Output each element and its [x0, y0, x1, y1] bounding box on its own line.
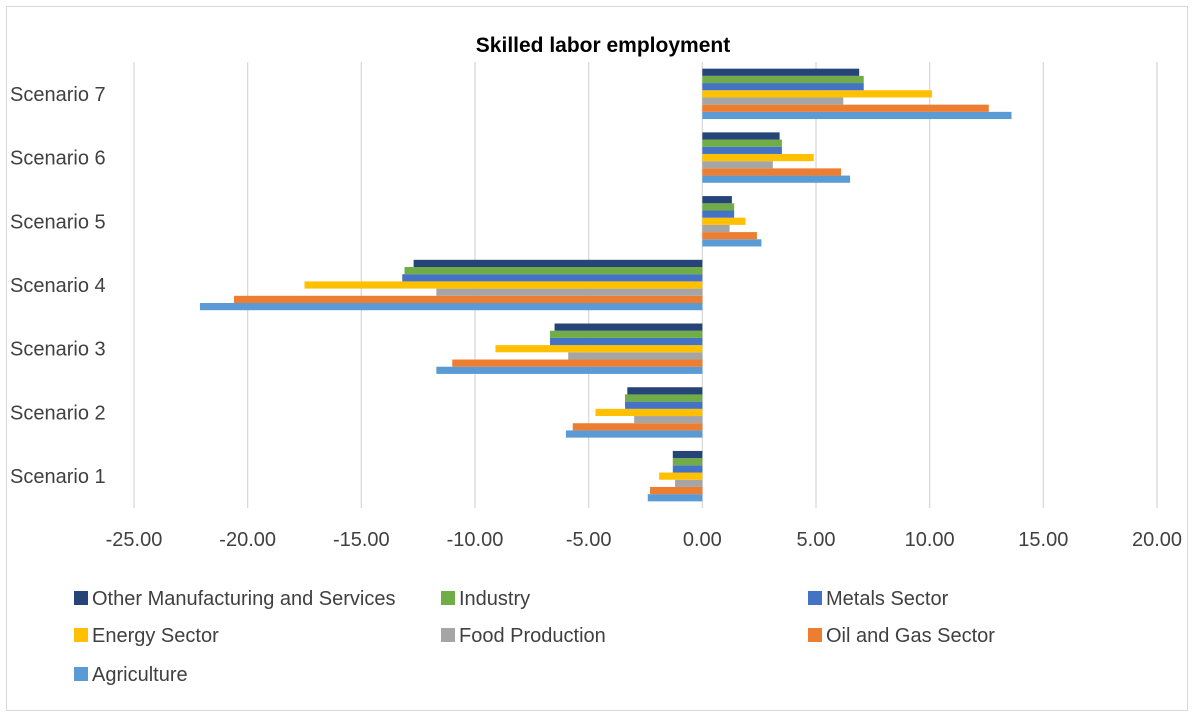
bar-metals-sector — [672, 465, 703, 473]
bar-agriculture — [647, 494, 703, 502]
x-tick-label: 10.00 — [905, 529, 955, 551]
category-label: Scenario 7 — [10, 84, 106, 106]
legend-swatch — [808, 591, 822, 605]
bar-agriculture — [565, 430, 703, 438]
x-tick-label: 15.00 — [1018, 529, 1068, 551]
bar-oil-and-gas-sector — [702, 232, 757, 240]
category-label: Scenario 1 — [10, 466, 106, 488]
bar-energy-sector — [702, 153, 814, 162]
bar-energy-sector — [702, 217, 746, 225]
legend-swatch — [74, 667, 88, 681]
chart-frame — [6, 6, 1188, 711]
bar-agriculture — [702, 111, 1012, 120]
category-label: Scenario 5 — [10, 211, 106, 233]
bar-food-production — [675, 479, 703, 487]
bar-energy-sector — [702, 90, 932, 98]
bar-agriculture — [702, 175, 851, 183]
bar-oil-and-gas-sector — [702, 104, 989, 112]
legend-swatch — [441, 591, 455, 605]
bar-industry — [625, 394, 703, 402]
bar-agriculture — [199, 303, 703, 311]
x-tick-label: -25.00 — [106, 529, 163, 551]
x-tick-label: 20.00 — [1132, 529, 1182, 551]
bar-metals-sector — [702, 146, 782, 154]
x-tick-label: -15.00 — [333, 529, 390, 551]
bar-industry — [672, 458, 703, 466]
bar-metals-sector — [550, 337, 703, 346]
bar-industry — [702, 139, 782, 147]
category-labels: Scenario 1 Scenario 2 Scenario 3 Scenario 4… — [10, 84, 106, 488]
legend-label: Agriculture — [92, 664, 188, 686]
x-tick-labels: -25.00 -20.00 -15.00 -10.00 -5.00 0.00 5.00 10.… — [106, 529, 1182, 551]
category-label: Scenario 4 — [10, 275, 106, 297]
x-tick-label: 0.00 — [683, 529, 722, 551]
bar-oil-and-gas-sector — [452, 359, 703, 367]
bar-industry — [702, 203, 735, 211]
legend-label: Industry — [459, 588, 530, 610]
bar-metals-sector — [402, 274, 703, 282]
category-label: Scenario 2 — [10, 402, 106, 424]
legend-label: Energy Sector — [92, 625, 219, 647]
legend-label: Metals Sector — [826, 588, 949, 610]
bar-oil-and-gas-sector — [234, 295, 703, 303]
bar-energy-sector — [304, 281, 703, 289]
legend-label: Food Production — [459, 625, 606, 647]
bar-other-manufacturing-and-services — [702, 68, 860, 76]
bar-other-manufacturing-and-services — [413, 259, 703, 267]
x-tick-label: -10.00 — [447, 529, 504, 551]
bar-food-production — [702, 224, 730, 233]
bar-oil-and-gas-sector — [572, 423, 703, 431]
bar-oil-and-gas-sector — [702, 168, 842, 176]
bar-agriculture — [702, 239, 762, 247]
bar-other-manufacturing-and-services — [627, 387, 703, 395]
bar-energy-sector — [659, 472, 703, 480]
bar-food-production — [702, 161, 773, 169]
category-label: Scenario 6 — [10, 148, 106, 170]
bar-other-manufacturing-and-services — [672, 450, 703, 459]
bar-food-production — [568, 352, 703, 360]
legend: Other Manufacturing and Services Industry… — [74, 588, 995, 686]
bar-food-production — [436, 288, 703, 296]
legend-swatch — [74, 591, 88, 605]
bar-industry — [702, 75, 864, 84]
bar-energy-sector — [495, 345, 703, 353]
legend-swatch — [808, 628, 822, 642]
category-label: Scenario 3 — [10, 339, 106, 361]
bar-metals-sector — [702, 83, 864, 91]
bar-metals-sector — [702, 210, 735, 218]
x-tick-label: -5.00 — [566, 529, 612, 551]
x-tick-label: 5.00 — [797, 529, 836, 551]
legend-swatch — [441, 628, 455, 642]
chart-title: Skilled labor employment — [476, 34, 730, 57]
bars — [199, 68, 1012, 502]
legend-label: Other Manufacturing and Services — [92, 588, 396, 610]
bar-energy-sector — [595, 408, 703, 417]
legend-swatch — [74, 628, 88, 642]
x-tick-label: -20.00 — [219, 529, 276, 551]
bar-industry — [550, 330, 703, 338]
bar-food-production — [634, 416, 703, 424]
legend-label: Oil and Gas Sector — [826, 625, 995, 647]
bar-metals-sector — [625, 401, 703, 409]
bar-other-manufacturing-and-services — [702, 132, 780, 140]
bar-other-manufacturing-and-services — [554, 323, 703, 331]
bar-other-manufacturing-and-services — [702, 196, 732, 204]
bar-oil-and-gas-sector — [650, 486, 703, 495]
bar-food-production — [702, 97, 844, 105]
bar-agriculture — [436, 366, 703, 374]
bar-industry — [404, 267, 703, 275]
